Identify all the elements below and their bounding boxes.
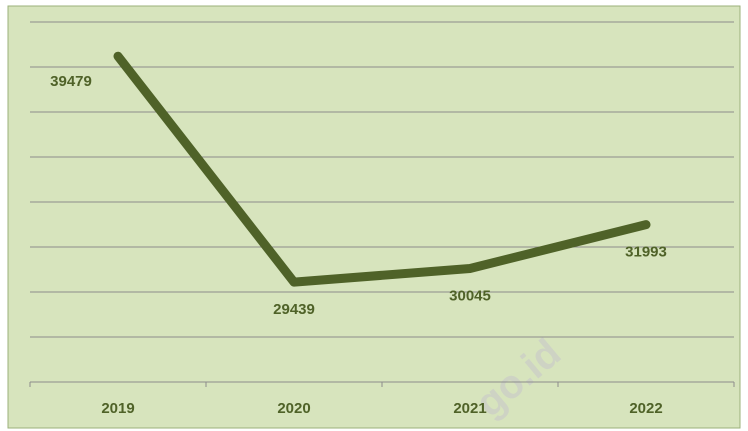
data-label: 31993 <box>625 244 667 261</box>
x-tick-label: 2019 <box>101 400 134 417</box>
chart-background <box>7 5 741 429</box>
data-line <box>113 51 651 287</box>
x-tick-label: 2021 <box>453 400 486 417</box>
x-tick-label: 2020 <box>277 400 310 417</box>
data-label: 39479 <box>50 73 92 90</box>
x-tick-label: 2022 <box>629 400 662 417</box>
data-label: 29439 <box>273 301 315 318</box>
data-label: 30045 <box>449 287 491 304</box>
